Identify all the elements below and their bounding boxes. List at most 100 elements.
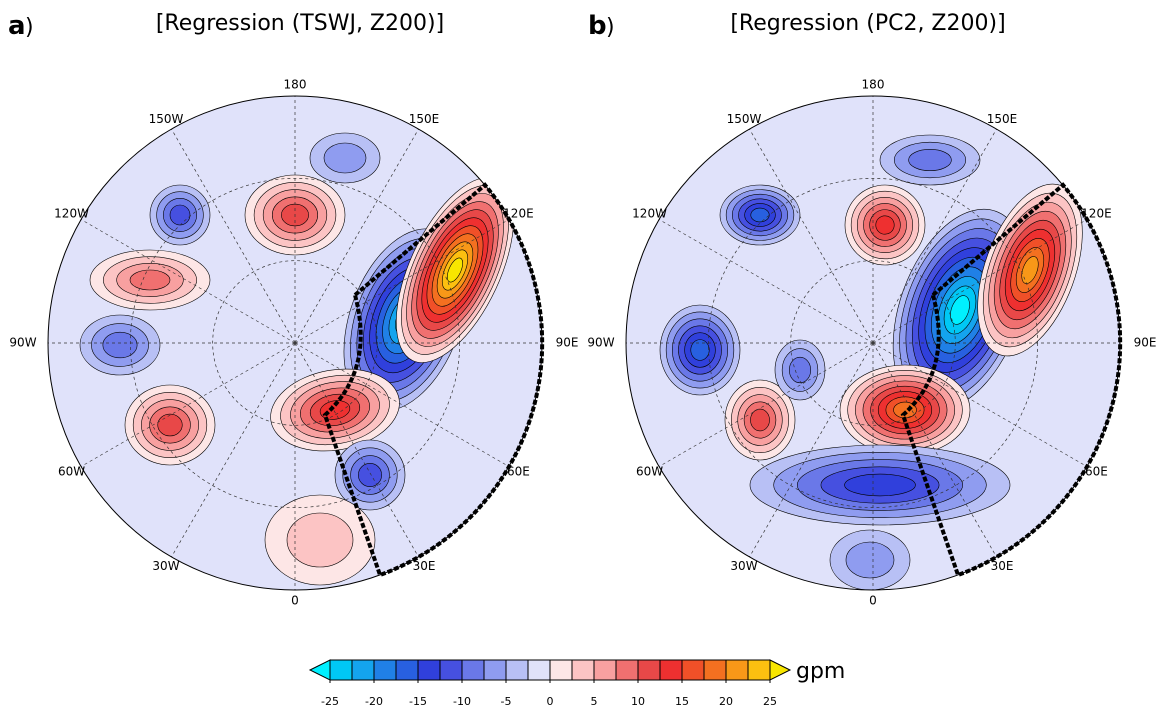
map-border <box>625 95 1121 591</box>
colorbar-tick-label: 25 <box>763 695 777 708</box>
meridian <box>171 342 296 558</box>
sector-outline <box>900 182 1123 578</box>
colorbar-tick-label: -10 <box>453 695 471 708</box>
meridian <box>872 219 1088 344</box>
anomaly-contour <box>1021 256 1039 284</box>
colorbar-tick-label: -25 <box>321 695 339 708</box>
longitude-label: 150E <box>409 112 440 126</box>
longitude-label: 30E <box>413 559 436 573</box>
anomaly-contour <box>157 413 183 437</box>
longitude-label: 150W <box>149 112 184 126</box>
meridian <box>658 219 874 344</box>
anomaly-contour <box>750 207 770 223</box>
anomaly-contour <box>844 473 916 497</box>
colorbar-unit: gpm <box>796 659 845 684</box>
maps: 180 150E 120E 90E 60E 30E 0 30W 60W 90W 120W 150W 18… <box>9 78 1156 608</box>
meridian <box>294 342 510 467</box>
longitude-label: 60W <box>58 465 85 479</box>
anomaly-contour <box>358 463 382 487</box>
colorbar: -25 -20 -15 -10 -5 0 5 10 15 20 25 gpm <box>308 659 845 708</box>
longitude-label: 30W <box>730 559 757 573</box>
panel-label: a <box>8 11 26 41</box>
polar-map <box>626 96 1120 590</box>
colorbar-box <box>329 659 353 681</box>
polar-map <box>48 96 542 590</box>
longitude-label: 120E <box>503 207 534 221</box>
longitude-label: 120W <box>632 207 667 221</box>
meridian <box>872 128 997 344</box>
meridian <box>749 342 874 558</box>
colorbar-tick-label: 0 <box>547 695 554 708</box>
anomaly-contour <box>690 339 710 361</box>
colorbar-tick-label: 10 <box>631 695 645 708</box>
anomaly-contour <box>286 512 354 568</box>
lat-circle <box>212 260 378 426</box>
longitude-label: 0 <box>869 594 877 608</box>
panel-title: [Regression (PC2, Z200)] <box>730 11 1005 36</box>
meridian <box>80 342 296 467</box>
anomaly-contour <box>750 408 770 432</box>
colorbar-box <box>461 659 485 681</box>
colorbar-box <box>395 659 419 681</box>
meridian <box>80 219 296 344</box>
longitude-label: 120W <box>54 207 89 221</box>
anomaly-contour <box>169 204 191 226</box>
colorbar-tick-label: -15 <box>409 695 427 708</box>
meridian <box>872 342 997 558</box>
colorbar-triangle <box>308 659 331 681</box>
colorbar-tick-label: 15 <box>675 695 689 708</box>
panel-label: b <box>588 11 607 41</box>
meridian <box>294 219 510 344</box>
colorbar-box <box>725 659 749 681</box>
sector-outline <box>322 182 545 578</box>
longitude-label: 90E <box>556 336 579 350</box>
meridian <box>294 128 419 344</box>
longitude-label: 60E <box>507 465 530 479</box>
colorbar-box <box>615 659 639 681</box>
colorbar-box <box>483 659 507 681</box>
colorbar-tick-label: -20 <box>365 695 383 708</box>
anomaly-contour <box>102 331 138 359</box>
colorbar-box <box>681 659 705 681</box>
colorbar-triangle <box>769 659 792 681</box>
anomaly-contour <box>447 257 463 283</box>
colorbar-tick-label: 20 <box>719 695 733 708</box>
anomaly-contour <box>908 148 952 172</box>
longitude-label: 120E <box>1081 207 1112 221</box>
colorbar-tick-label: -5 <box>501 695 512 708</box>
meridian <box>872 342 1088 467</box>
anomaly-contour <box>845 541 895 579</box>
longitude-label: 60W <box>636 465 663 479</box>
meridian <box>658 342 874 467</box>
colorbar-box <box>549 659 573 681</box>
longitude-label: 0 <box>291 594 299 608</box>
meridian <box>294 342 419 558</box>
anomaly-contour <box>875 215 895 235</box>
longitude-label: 90E <box>1134 336 1156 350</box>
colorbar-box <box>439 659 463 681</box>
colorbar-box <box>373 659 397 681</box>
anomaly-contour <box>950 295 970 325</box>
longitude-label: 60E <box>1085 465 1108 479</box>
longitude-label: 150W <box>727 112 762 126</box>
longitude-label: 30W <box>152 559 179 573</box>
longitude-label: 90W <box>9 336 36 350</box>
anomaly-contour <box>788 356 812 384</box>
anomaly-contour <box>323 142 367 174</box>
colorbar-box <box>637 659 661 681</box>
colorbar-box <box>747 659 771 681</box>
panel-label-paren: ) <box>606 15 615 40</box>
panel-label-paren: ) <box>25 15 34 40</box>
meridian <box>749 128 874 344</box>
anomaly-contour <box>129 269 171 291</box>
colorbar-box <box>527 659 551 681</box>
lat-circle <box>790 260 956 426</box>
colorbar-box <box>593 659 617 681</box>
longitude-label: 180 <box>284 78 307 92</box>
colorbar-box <box>659 659 683 681</box>
longitude-label: 150E <box>987 112 1018 126</box>
longitude-label: 90W <box>587 336 614 350</box>
meridian <box>171 128 296 344</box>
colorbar-box <box>505 659 529 681</box>
